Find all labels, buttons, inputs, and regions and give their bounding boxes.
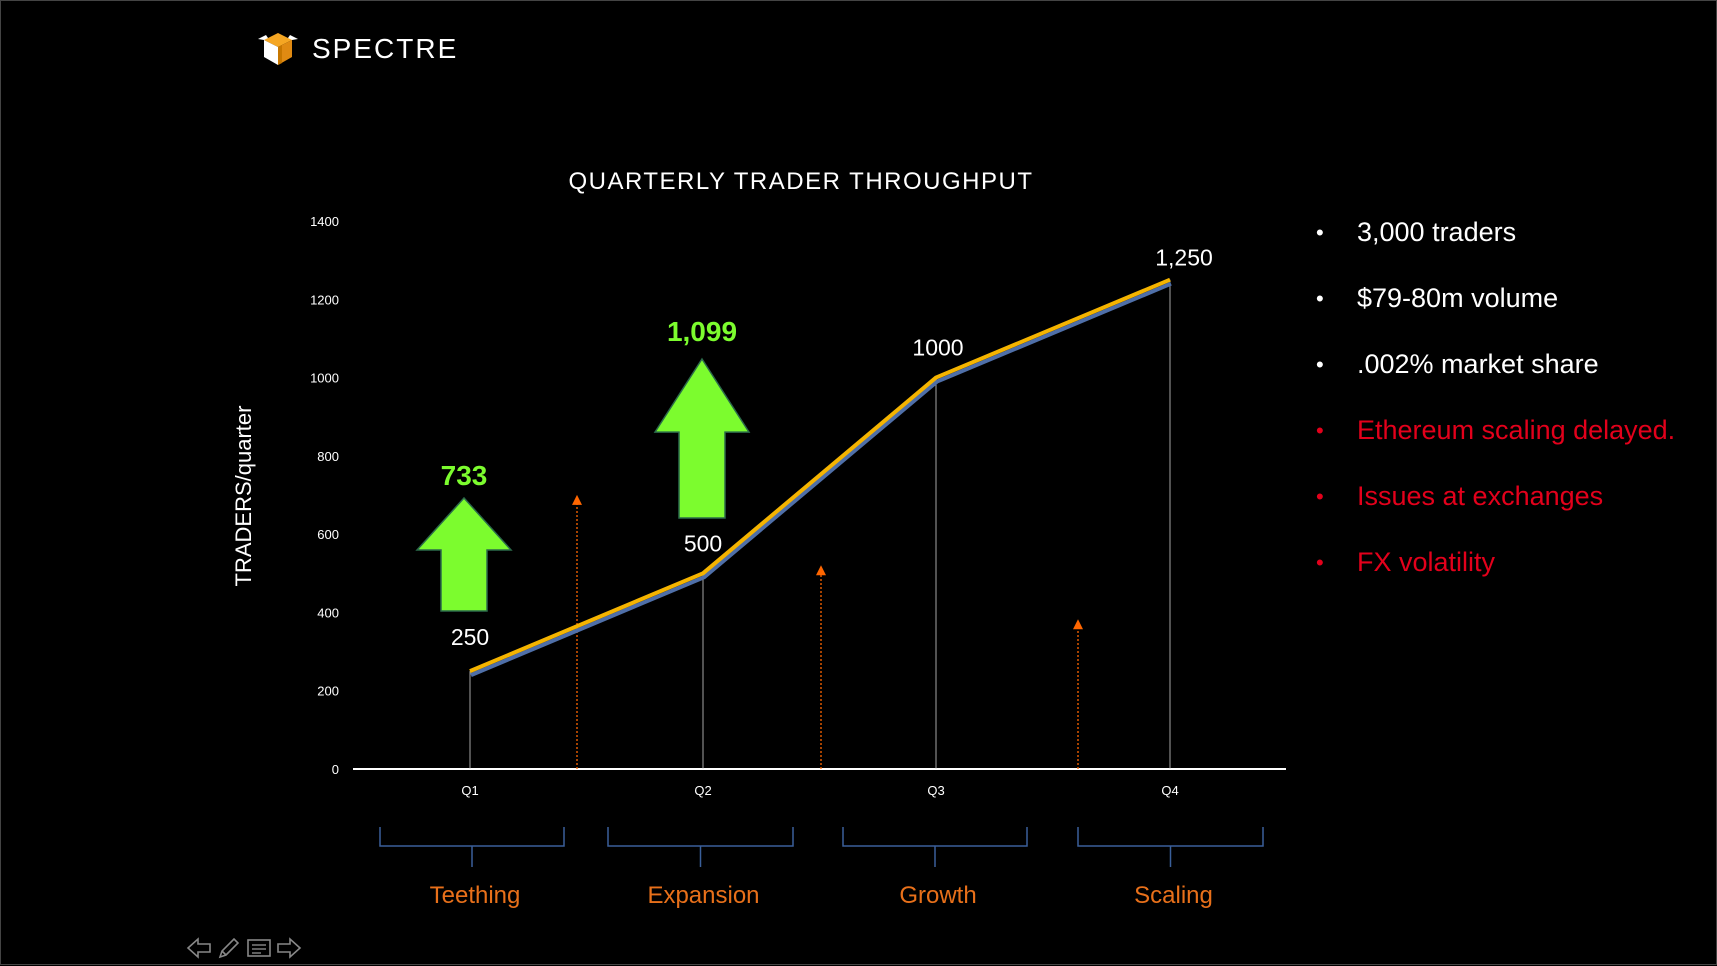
arrow-left-icon bbox=[186, 937, 211, 959]
y-tick-label: 400 bbox=[317, 605, 339, 620]
marker-arrowhead bbox=[816, 565, 826, 576]
bullet-text: 3,000 traders bbox=[1357, 217, 1517, 247]
bullet-item: • .002% market share bbox=[1313, 348, 1693, 381]
growth-arrow-label: 1,099 bbox=[667, 316, 737, 347]
series-line bbox=[469, 277, 1171, 673]
cube-logo-icon bbox=[258, 33, 298, 65]
bullet-text: .002% market share bbox=[1357, 349, 1599, 379]
previous-slide-button[interactable] bbox=[185, 935, 213, 961]
bullet-item: • Ethereum scaling delayed. bbox=[1313, 414, 1693, 447]
brand-logo: SPECTRE bbox=[256, 29, 458, 69]
bullet-item: • FX volatility bbox=[1313, 546, 1693, 579]
bullet-dot-icon: • bbox=[1316, 550, 1324, 575]
y-tick-label: 800 bbox=[317, 449, 339, 464]
bullet-list: • 3,000 traders • $79-80m volume • .002% mark… bbox=[1313, 216, 1693, 612]
bullet-item: • Issues at exchanges bbox=[1313, 480, 1693, 513]
growth-arrow-label: 733 bbox=[441, 460, 488, 491]
x-tick-label: Q1 bbox=[461, 783, 478, 798]
bullet-dot-icon: • bbox=[1316, 220, 1324, 245]
pen-icon bbox=[218, 937, 240, 959]
y-tick-label: 1400 bbox=[310, 214, 339, 229]
bullet-text: Issues at exchanges bbox=[1357, 481, 1604, 511]
x-tick-label: Q4 bbox=[1161, 783, 1178, 798]
phase-bracket bbox=[842, 827, 1028, 867]
data-point-label: 250 bbox=[451, 624, 489, 650]
bullet-text: FX volatility bbox=[1357, 547, 1496, 577]
phase-bracket bbox=[1077, 827, 1264, 867]
slide-navigation bbox=[185, 935, 303, 961]
x-tick-label: Q3 bbox=[927, 783, 944, 798]
bullet-text: $79-80m volume bbox=[1357, 283, 1559, 313]
phase-label: Growth bbox=[899, 882, 976, 909]
data-point-label: 1,250 bbox=[1155, 245, 1213, 271]
phase-label: Scaling bbox=[1134, 882, 1213, 909]
notes-button[interactable] bbox=[245, 935, 273, 961]
brand-name: SPECTRE bbox=[312, 33, 459, 64]
bullet-dot-icon: • bbox=[1316, 352, 1324, 377]
notes-icon bbox=[247, 939, 271, 957]
data-point-label: 500 bbox=[684, 530, 722, 556]
phase-bracket bbox=[379, 827, 565, 867]
marker-arrowhead bbox=[1073, 619, 1083, 630]
y-tick-label: 1000 bbox=[310, 371, 339, 386]
data-point-label: 1000 bbox=[912, 335, 963, 361]
next-slide-button[interactable] bbox=[275, 935, 303, 961]
growth-arrow-up-icon bbox=[415, 496, 513, 612]
y-tick-label: 1200 bbox=[310, 292, 339, 307]
bullet-dot-icon: • bbox=[1316, 418, 1324, 443]
phase-label: Expansion bbox=[647, 882, 759, 909]
phase-label: Teething bbox=[430, 882, 521, 909]
bullet-item: • $79-80m volume bbox=[1313, 282, 1693, 315]
phase-bracket bbox=[607, 827, 794, 867]
arrow-right-icon bbox=[277, 937, 302, 959]
series-line-shadow bbox=[470, 281, 1172, 677]
bullet-dot-icon: • bbox=[1316, 484, 1324, 509]
bullet-item: • 3,000 traders bbox=[1313, 216, 1693, 249]
y-axis-label: TRADERS/quarter bbox=[231, 406, 256, 587]
pen-tool-button[interactable] bbox=[215, 935, 243, 961]
growth-arrow-up-icon bbox=[653, 357, 751, 519]
chart-title: QUARTERLY TRADER THROUGHPUT bbox=[568, 168, 1033, 195]
y-tick-label: 0 bbox=[332, 762, 339, 777]
y-tick-label: 200 bbox=[317, 684, 339, 699]
y-tick-label: 600 bbox=[317, 527, 339, 542]
bullet-dot-icon: • bbox=[1316, 286, 1324, 311]
bullet-text: Ethereum scaling delayed. bbox=[1357, 415, 1676, 445]
marker-arrowhead bbox=[572, 494, 582, 505]
x-tick-label: Q2 bbox=[694, 783, 711, 798]
